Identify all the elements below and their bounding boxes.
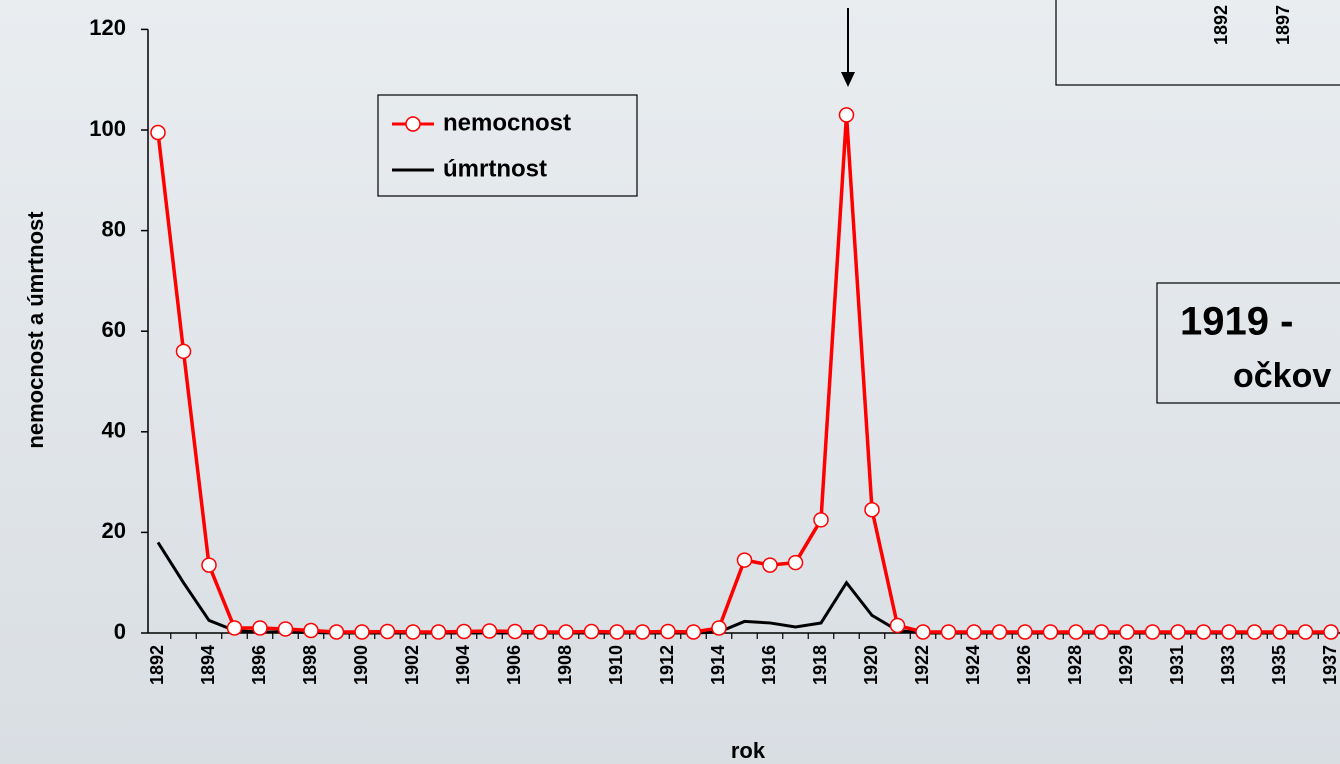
- point: [430, 624, 447, 640]
- x-tick-label: 1924: [963, 645, 983, 685]
- point: [1297, 624, 1314, 640]
- y-tick-label: 120: [89, 15, 126, 40]
- point: [1195, 624, 1212, 640]
- x-tick-label: 1916: [759, 645, 779, 685]
- y-tick-label: 40: [102, 418, 126, 443]
- y-tick-label: 100: [89, 116, 126, 141]
- point: [711, 620, 727, 636]
- point: [966, 624, 982, 640]
- x-tick-label: 1896: [249, 645, 269, 685]
- point: [1323, 624, 1339, 640]
- x-axis-title: rok: [731, 738, 766, 763]
- x-tick-label: 1902: [402, 645, 422, 685]
- point: [150, 124, 166, 141]
- point: [379, 623, 396, 640]
- x-tick-label: 1898: [300, 645, 320, 685]
- point: [940, 624, 957, 640]
- point: [226, 620, 243, 636]
- point: [1144, 624, 1161, 640]
- y-tick-label: 20: [102, 518, 126, 543]
- legend-label: úmrtnost: [443, 155, 547, 182]
- x-tick-label: 1920: [861, 645, 881, 685]
- legend: [377, 94, 638, 197]
- point: [762, 557, 778, 573]
- point: [303, 622, 319, 639]
- point: [660, 623, 676, 640]
- point: [634, 624, 651, 640]
- point: [1093, 624, 1110, 640]
- y-tick-label: 0: [114, 619, 126, 644]
- x-tick-label: 1929: [1116, 645, 1136, 685]
- inset-box: [1055, 0, 1340, 86]
- x-tick-label: 1904: [453, 645, 473, 685]
- x-tick-label: 1900: [351, 645, 371, 685]
- point: [456, 623, 472, 640]
- inset-label: 1892: [1211, 5, 1231, 45]
- x-tick-label: 1933: [1218, 645, 1238, 685]
- y-tick-label: 80: [102, 216, 126, 241]
- x-tick-label: 1922: [912, 645, 932, 685]
- x-tick-label: 1937: [1320, 645, 1340, 685]
- legend-label: nemocnost: [443, 109, 571, 136]
- point: [915, 624, 931, 640]
- point: [558, 624, 574, 640]
- y-tick-label: 60: [102, 317, 126, 342]
- point: [1068, 624, 1084, 640]
- point: [481, 623, 498, 639]
- x-tick-label: 1914: [708, 645, 728, 685]
- point: [1246, 624, 1263, 640]
- inset-label: 1897: [1273, 5, 1293, 45]
- x-tick-label: 1931: [1167, 645, 1187, 685]
- point: [328, 624, 345, 640]
- point: [201, 557, 217, 573]
- point: [685, 624, 702, 640]
- point: [532, 624, 549, 640]
- point: [1170, 624, 1186, 640]
- x-tick-label: 1894: [198, 645, 218, 685]
- point: [405, 624, 421, 640]
- x-tick-label: 1910: [606, 645, 626, 685]
- x-tick-label: 1926: [1014, 645, 1034, 685]
- x-tick-label: 1935: [1269, 645, 1289, 685]
- point: [1017, 624, 1033, 640]
- point: [813, 512, 829, 528]
- x-tick-label: 1908: [555, 645, 575, 685]
- x-tick-label: 1918: [810, 645, 830, 685]
- point: [991, 624, 1008, 640]
- point: [1221, 624, 1237, 640]
- annotation: 1919 -: [1180, 300, 1293, 344]
- point: [838, 107, 855, 123]
- point: [864, 502, 880, 518]
- x-tick-label: 1928: [1065, 645, 1085, 685]
- arrow-head: [841, 72, 855, 87]
- point: [1272, 624, 1288, 640]
- point: [1042, 624, 1059, 640]
- point: [787, 554, 804, 571]
- annotation-box: [1156, 282, 1340, 404]
- point: [277, 621, 294, 637]
- x-tick-label: 1912: [657, 645, 677, 685]
- point: [736, 552, 753, 568]
- point: [609, 624, 625, 640]
- point: [354, 624, 370, 640]
- point: [1119, 624, 1135, 640]
- point: [507, 623, 523, 640]
- point: [583, 623, 600, 640]
- legend-marker: [405, 116, 421, 132]
- annotation: očkov: [1233, 357, 1331, 395]
- point: [175, 343, 192, 360]
- point: [252, 620, 268, 636]
- point: [889, 617, 906, 634]
- x-tick-label: 1892: [147, 645, 167, 685]
- y-axis-title: nemocnost a úmrtnost: [23, 211, 48, 449]
- x-tick-label: 1906: [504, 645, 524, 685]
